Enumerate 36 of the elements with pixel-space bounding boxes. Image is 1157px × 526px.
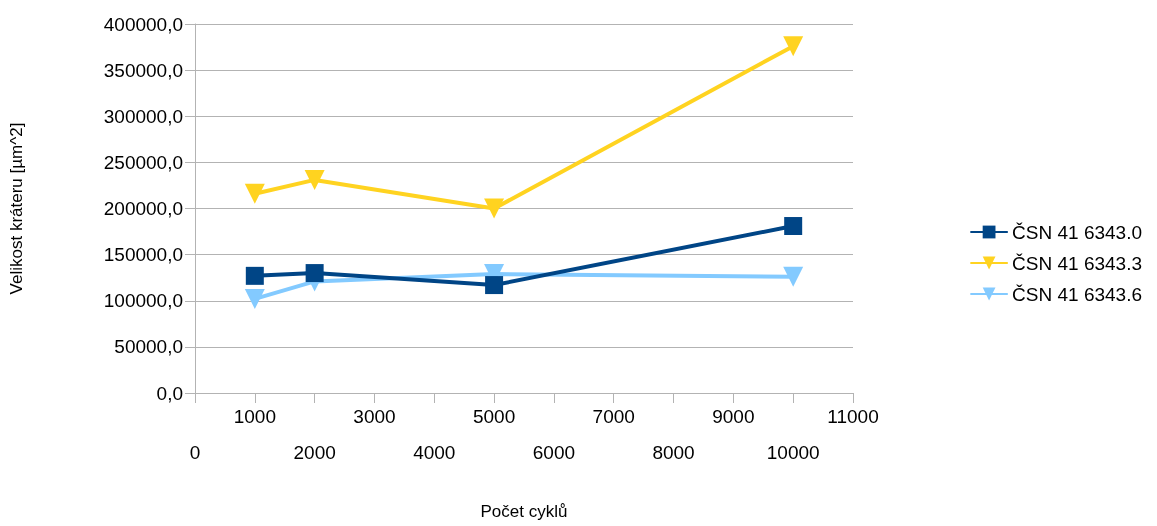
legend-label: ČSN 41 6343.6 [1012, 283, 1142, 305]
x-tick-label: 4000 [413, 442, 456, 463]
y-tick-label: 50000,0 [114, 336, 183, 358]
y-tick-label: 400000,0 [103, 13, 183, 35]
x-tick-label: 2000 [293, 442, 336, 463]
x-tick-label: 8000 [652, 442, 695, 463]
point [784, 217, 803, 236]
point [783, 36, 804, 57]
x-tick-label: 0 [189, 442, 201, 463]
x2-tick-label: 5000 [472, 406, 516, 427]
x-axis-title: Počet cyklů [480, 502, 568, 521]
point [304, 169, 325, 190]
point [484, 198, 505, 219]
y-tick-label: 250000,0 [103, 151, 183, 173]
point [305, 264, 324, 283]
y-tick-label: 100000,0 [103, 290, 183, 312]
point [783, 266, 804, 287]
x2-tick-label: 1000 [233, 406, 276, 427]
x-tick-label: 6000 [532, 442, 576, 463]
y-tick-label: 300000,0 [103, 105, 183, 127]
point [244, 183, 265, 204]
y-tick-label: 150000,0 [103, 244, 183, 266]
x-tick-label: 10000 [766, 442, 820, 463]
legend-label: ČSN 41 6343.3 [1012, 252, 1142, 274]
point [245, 266, 264, 285]
point [485, 276, 504, 295]
y-tick-label: 350000,0 [103, 59, 183, 81]
y-tick-label: 200000,0 [103, 198, 183, 219]
legend-label: ČSN 41 6343.0 [1012, 221, 1142, 243]
y-tick-label: 0,0 [156, 382, 183, 404]
x2-tick-label: 7000 [592, 406, 635, 427]
point [244, 288, 265, 309]
x2-tick-label: 11000 [827, 406, 879, 427]
y-axis-title: Velikost kráteru [µm^2] [7, 122, 26, 295]
x2-tick-label: 3000 [353, 406, 396, 427]
x2-tick-label: 9000 [712, 406, 755, 427]
